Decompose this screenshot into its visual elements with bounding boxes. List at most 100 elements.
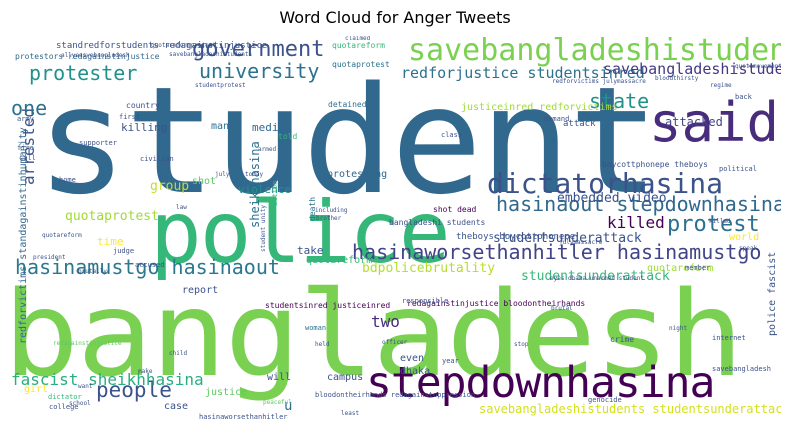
cloud-word: bloodontheirhands redagainstoppression (315, 391, 476, 399)
cloud-word: stop (514, 341, 529, 348)
cloud-word: savebangladeshistudents (603, 60, 781, 78)
cloud-word: make (138, 368, 153, 375)
cloud-word: redforvictims julymassacre (552, 78, 646, 85)
cloud-word: night (669, 325, 688, 332)
cloud-word: studentsunderattack (493, 231, 642, 246)
cloud-word: group (150, 179, 190, 194)
cloud-word: member (685, 264, 711, 272)
cloud-word: bloodthirsty (655, 75, 699, 82)
cloud-word: police (150, 183, 451, 283)
cloud-word: redagainstinjustice (53, 340, 122, 347)
cloud-word: first (119, 113, 141, 121)
cloud-word: one (11, 96, 48, 120)
cloud-word: claimed (345, 36, 371, 42)
cloud-word: attack (563, 119, 596, 129)
cloud-word: political (719, 165, 757, 173)
cloud-word: college (49, 403, 79, 411)
cloud-word: eyes dhaka unarmed student (550, 275, 644, 282)
cloud-word: judge (113, 247, 135, 255)
cloud-word: violence (238, 183, 291, 196)
cloud-word: including (315, 207, 348, 214)
cloud-word: redagainstinjustice bloodontheirhands (407, 299, 586, 308)
cloud-word: even (400, 353, 425, 364)
cloud-word: genocide (588, 396, 622, 404)
cloud-word: dhaka (400, 366, 431, 377)
cloud-word: law (176, 204, 187, 211)
cloud-word: university (199, 59, 320, 83)
cloud-word: child (169, 350, 188, 357)
cloud-word: savebangladeshistudents (169, 51, 253, 58)
cloud-word: bdpolicebrutality (362, 261, 496, 276)
cloud-word: savebangladesh (712, 365, 772, 373)
cloud-word: killed (709, 218, 731, 225)
cloud-word: peaceful (263, 399, 292, 406)
cloud-word: back (735, 93, 752, 101)
cloud-word: protesting (327, 169, 388, 180)
cloud-word: fascist sheikhhasina (11, 370, 204, 389)
cloud-word: hasinaout stepdownhasina (496, 192, 781, 216)
cloud-word: attacked (665, 115, 723, 129)
cloud-word: country (126, 101, 160, 110)
cloud-word: media (252, 121, 286, 134)
cloud-word: studentsinred justiceinred (265, 301, 391, 310)
cloud-word: quotareformprotest (151, 42, 217, 49)
cloud-word: take (297, 244, 324, 257)
cloud-word: school (69, 400, 91, 407)
cloud-word: quotaprotest (65, 209, 159, 224)
cloud-word: held (315, 341, 330, 348)
cloud-word: call (19, 154, 36, 162)
cloud-word: shot dead (433, 205, 477, 214)
cloud-word: protester (29, 61, 138, 85)
cloud-word: said (649, 91, 780, 154)
cloud-word: brutally (78, 268, 107, 275)
cloud-word: officer (382, 339, 408, 346)
cloud-word: army (17, 115, 34, 123)
cloud-word: brutal (551, 305, 573, 312)
cloud-word: killed (607, 213, 665, 232)
cloud-word: will (267, 372, 292, 383)
cloud-word: responsible (402, 297, 449, 305)
cloud-word: demand (544, 115, 570, 123)
word-cloud: student bangladesh police stepdownhasina… (9, 36, 781, 422)
cloud-word: police fascist (767, 251, 778, 336)
cloud-word: state (589, 89, 650, 113)
cloud-word: hasinaworsethanhitler (199, 413, 288, 421)
cloud-word: supporter (79, 139, 117, 147)
cloud-word: standredforstudents redagainstinjustice (56, 41, 268, 51)
cloud-word: brother (316, 215, 342, 222)
cloud-word: studentprotest (195, 82, 246, 89)
cloud-word: home (59, 176, 76, 184)
cloud-word: report (182, 285, 219, 296)
cloud-word: government (192, 37, 325, 62)
cloud-word: internet (712, 334, 746, 342)
cloud-word: quotareform (647, 263, 714, 274)
cloud-word: two (371, 312, 400, 331)
cloud-word: campus (327, 372, 364, 383)
cloud-word: crime (610, 335, 635, 344)
cloud-word: hasinamustgo hasinaout (15, 255, 280, 279)
cloud-word: justice (205, 387, 248, 398)
cloud-word: embedded video (557, 191, 667, 206)
cloud-word: president (33, 254, 66, 261)
cloud-word: quotareform (306, 255, 373, 266)
cloud-word: armed (258, 146, 277, 153)
cloud-word: quotamovement (735, 63, 781, 70)
cloud-word: savebangladeshistudents studentsunderatt… (479, 402, 781, 416)
cloud-word: savebangladeshistudents (408, 36, 781, 68)
cloud-word: time (97, 235, 124, 248)
cloud-word: dictator (48, 393, 82, 401)
cloud-word: theboys boycottphonepe (456, 232, 576, 242)
cloud-word: least (341, 410, 360, 417)
cloud-word: quotareform (42, 232, 82, 239)
cloud-word: u (284, 398, 293, 414)
cloud-word: justiceinred redforvictims (461, 102, 618, 113)
cloud-word: redforjustice studentsinred (401, 64, 645, 82)
cloud-word: bangladesh (9, 265, 744, 403)
cloud-word: allyeasvebangladesh (61, 52, 130, 59)
cloud-word: protestors redagainstinjustice (15, 52, 160, 61)
cloud-word: stepdownhasina (366, 358, 715, 408)
cloud-word: want (78, 383, 93, 390)
cloud-word: july (215, 171, 230, 178)
cloud-word: shot (192, 176, 217, 187)
